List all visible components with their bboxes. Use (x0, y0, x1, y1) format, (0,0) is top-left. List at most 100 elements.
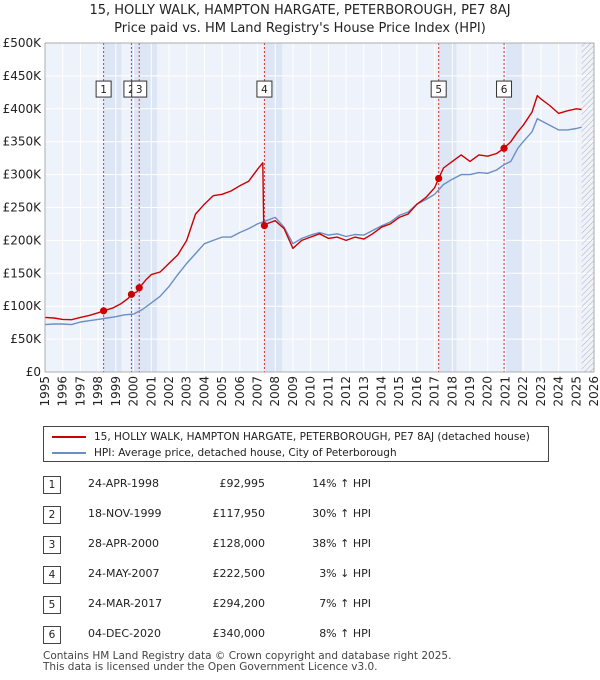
chart-title: 15, HOLLY WALK, HAMPTON HARGATE, PETERBO… (89, 3, 511, 18)
row-hpi: 3% ↓ HPI (319, 567, 371, 580)
x-tick-label: 2003 (180, 376, 194, 407)
x-tick-label: 2012 (339, 376, 353, 407)
x-tick-label: 2018 (445, 376, 459, 407)
sale-point-4 (260, 221, 269, 230)
marker-label-box-3 (131, 80, 148, 98)
row-price: £222,500 (212, 567, 266, 580)
table-row: 1 24-APR-1998 £92,995 14% ↑ HPI (43, 473, 463, 497)
legend-label-property: 15, HOLLY WALK, HAMPTON HARGATE, PETERBO… (94, 431, 530, 443)
chart-subtitle: Price paid vs. HM Land Registry's House … (114, 21, 486, 36)
row-hpi: 7% ↑ HPI (319, 597, 371, 610)
table-row: 6 04-DEC-2020 £340,000 8% ↑ HPI (43, 623, 463, 647)
x-tick-label: 2021 (498, 376, 512, 407)
y-tick-label: £300K (3, 168, 43, 182)
x-tick-label: 2005 (215, 376, 229, 407)
x-tick-label: 2020 (481, 376, 495, 407)
marker-label-3: 3 (136, 84, 143, 96)
x-tick-label: 2015 (392, 376, 406, 407)
x-tick-label: 1995 (38, 376, 52, 407)
sale-point-2 (127, 290, 136, 298)
x-tick-label: 1996 (56, 376, 70, 407)
x-tick-label: 2017 (428, 376, 442, 407)
x-tick-label: 2016 (410, 376, 424, 407)
x-tick-label: 2001 (144, 376, 158, 407)
row-price: £340,000 (212, 627, 266, 640)
row-date: 24-MAY-2007 (88, 567, 160, 580)
y-tick-label: £350K (3, 135, 43, 149)
row-number-badge: 2 (43, 506, 61, 524)
marker-label-6: 6 (501, 84, 508, 96)
x-tick-label: 2024 (552, 376, 566, 407)
row-date: 04-DEC-2020 (88, 627, 162, 640)
x-tick-label: 2019 (463, 376, 477, 407)
x-tick-label: 2023 (534, 376, 548, 407)
x-tick-label: 2026 (587, 376, 600, 407)
row-price: £117,950 (212, 507, 266, 520)
y-tick-label: £500K (3, 36, 43, 50)
legend-label-hpi: HPI: Average price, detached house, City… (94, 447, 397, 459)
row-hpi: 14% ↑ HPI (312, 477, 371, 490)
footer-line-2: This data is licensed under the Open Gov… (43, 661, 378, 673)
plot-frame (44, 42, 595, 373)
y-tick-label: £450K (3, 69, 43, 83)
y-tick-label: £200K (3, 233, 43, 247)
row-hpi: 38% ↑ HPI (312, 537, 371, 550)
x-tick-label: 1997 (73, 376, 87, 407)
sale-point-5 (435, 174, 443, 183)
price-chart: 123456£0£50K£100K£150K£200K£250K£300K£35… (3, 36, 600, 407)
x-tick-label: 2014 (374, 376, 388, 407)
y-tick-label: £150K (3, 266, 43, 280)
row-hpi: 30% ↑ HPI (312, 507, 371, 520)
marker-label-box-1 (95, 80, 112, 98)
forecast-hatch (581, 43, 594, 372)
x-tick-label: 2004 (197, 376, 211, 407)
table-row: 4 24-MAY-2007 £222,500 3% ↓ HPI (43, 563, 463, 587)
footer-line-1: Contains HM Land Registry data © Crown c… (43, 650, 452, 662)
x-tick-label: 2008 (268, 376, 282, 407)
footer-attribution: Contains HM Land Registry data © Crown c… (43, 651, 451, 673)
marker-label-5: 5 (435, 84, 442, 96)
row-number-badge: 3 (43, 536, 61, 554)
y-tick-label: £0 (26, 365, 41, 379)
table-row: 5 24-MAR-2017 £294,200 7% ↑ HPI (43, 593, 463, 617)
x-tick-label: 2011 (321, 376, 335, 407)
row-date: 24-MAR-2017 (88, 597, 163, 610)
x-tick-label: 1999 (109, 376, 123, 407)
y-tick-label: £400K (3, 102, 43, 116)
y-tick-label: £50K (10, 332, 42, 346)
x-tick-label: 2002 (162, 376, 176, 407)
x-tick-label: 2000 (127, 376, 141, 407)
table-row: 2 18-NOV-1999 £117,950 30% ↑ HPI (43, 503, 463, 527)
legend-swatch-property (52, 436, 86, 438)
y-tick-label: £250K (3, 201, 43, 215)
x-tick-label: 2007 (251, 376, 265, 407)
row-price: £294,200 (212, 597, 266, 610)
x-tick-label: 2006 (233, 376, 247, 407)
marker-label-1: 1 (100, 84, 107, 96)
hpi-line (44, 118, 582, 326)
marker-label-4: 4 (261, 84, 268, 96)
row-date: 24-APR-1998 (88, 477, 160, 490)
marker-label-box-6 (496, 80, 513, 98)
x-tick-label: 2022 (516, 376, 530, 407)
marker-label-box-4 (256, 80, 273, 98)
row-price: £92,995 (219, 477, 266, 490)
row-number-badge: 5 (43, 596, 61, 614)
x-tick-label: 2009 (286, 376, 300, 407)
row-number-badge: 4 (43, 566, 61, 584)
row-hpi: 8% ↑ HPI (319, 627, 371, 640)
row-price: £128,000 (212, 537, 266, 550)
table-row: 3 28-APR-2000 £128,000 38% ↑ HPI (43, 533, 463, 557)
row-number-badge: 1 (43, 476, 61, 494)
chart-legend: 15, HOLLY WALK, HAMPTON HARGATE, PETERBO… (43, 426, 549, 462)
row-date: 18-NOV-1999 (88, 507, 162, 520)
sale-point-3 (135, 284, 143, 292)
y-tick-label: £100K (3, 299, 43, 313)
row-number-badge: 6 (43, 626, 61, 644)
x-tick-label: 2013 (357, 376, 371, 407)
sale-point-6 (500, 144, 508, 152)
x-tick-label: 2010 (304, 376, 318, 407)
sale-point-1 (100, 307, 108, 315)
x-tick-label: 2025 (569, 376, 583, 407)
row-date: 28-APR-2000 (88, 537, 160, 550)
